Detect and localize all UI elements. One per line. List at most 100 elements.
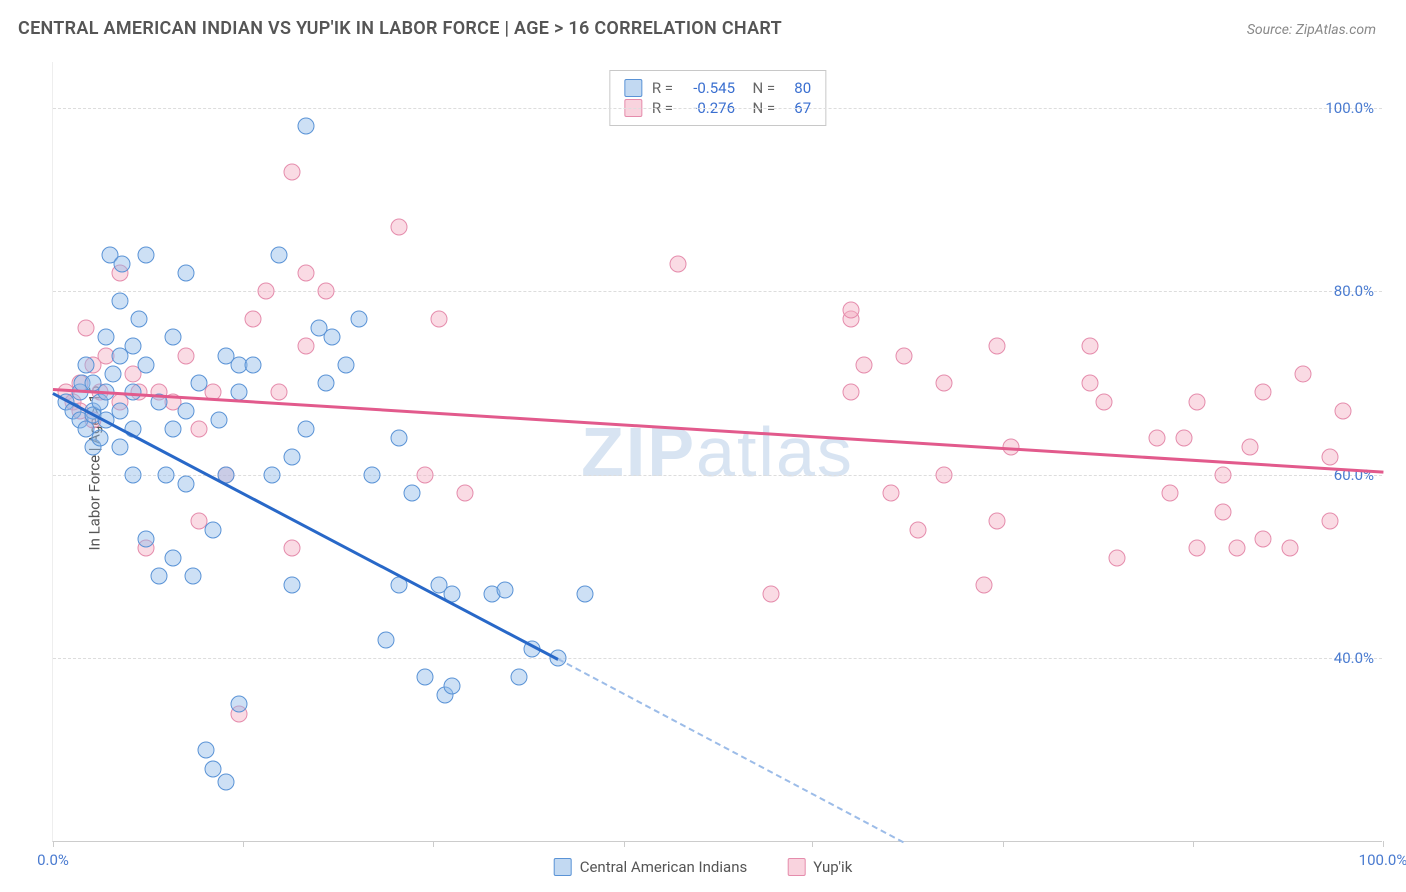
scatter-point-yupik [763,586,780,603]
trendline-cai-extrapolated [558,659,905,845]
scatter-point-yupik [284,540,301,557]
scatter-point-yupik [1281,540,1298,557]
scatter-point-cai [178,476,195,493]
scatter-point-cai [111,402,128,419]
n-label: N = [745,79,775,97]
scatter-point-yupik [976,577,993,594]
scatter-point-cai [178,402,195,419]
scatter-point-cai [104,366,121,383]
chart-title: CENTRAL AMERICAN INDIAN VS YUP'IK IN LAB… [18,18,782,39]
scatter-point-yupik [1082,338,1099,355]
scatter-point-yupik [1148,430,1165,447]
scatter-point-yupik [670,255,687,272]
scatter-point-yupik [430,310,447,327]
gridline [53,475,1382,476]
scatter-point-cai [114,255,131,272]
scatter-point-cai [577,586,594,603]
scatter-point-yupik [1175,430,1192,447]
x-tick [1383,841,1384,847]
scatter-point-cai [111,292,128,309]
scatter-point-yupik [989,338,1006,355]
x-tick-label: 0.0% [37,851,69,869]
scatter-point-cai [151,567,168,584]
y-tick-label: 40.0% [1334,649,1374,667]
scatter-point-cai [417,668,434,685]
stats-row: R =-0.545 N =80 [624,79,811,97]
legend-label: Yup'ik [813,858,852,876]
x-tick [1193,841,1194,847]
scatter-point-cai [337,356,354,373]
scatter-point-cai [364,466,381,483]
watermark-rest: atlas [696,413,854,491]
scatter-point-cai [510,668,527,685]
scatter-point-cai [138,531,155,548]
scatter-point-cai [197,742,214,759]
scatter-point-yupik [1255,531,1272,548]
scatter-point-cai [211,411,228,428]
gridline [53,658,1382,659]
scatter-point-cai [131,310,148,327]
scatter-point-yupik [178,347,195,364]
scatter-point-cai [164,329,181,346]
plot-area: ZIPatlas R =-0.545 N =80R =-0.276 N =67 … [52,62,1382,842]
scatter-point-cai [164,549,181,566]
scatter-point-cai [244,356,261,373]
scatter-point-cai [78,356,95,373]
scatter-point-cai [138,246,155,263]
scatter-point-yupik [843,384,860,401]
scatter-point-cai [231,696,248,713]
scatter-point-yupik [989,512,1006,529]
scatter-point-yupik [1095,393,1112,410]
scatter-point-yupik [1321,448,1338,465]
scatter-point-yupik [1215,466,1232,483]
x-tick-label: 100.0% [1359,851,1406,869]
r-value: -0.545 [683,79,735,97]
x-tick [433,841,434,847]
scatter-point-yupik [1082,375,1099,392]
scatter-point-yupik [78,320,95,337]
scatter-point-yupik [1335,402,1352,419]
scatter-point-cai [124,338,141,355]
scatter-point-cai [350,310,367,327]
scatter-point-cai [271,246,288,263]
scatter-point-yupik [457,485,474,502]
scatter-point-yupik [1215,503,1232,520]
scatter-point-yupik [417,466,434,483]
scatter-point-cai [124,466,141,483]
scatter-point-yupik [1255,384,1272,401]
scatter-point-yupik [284,164,301,181]
chart-container: In Labor Force | Age > 16 ZIPatlas R =-0… [18,58,1388,878]
scatter-point-yupik [936,375,953,392]
n-value: 80 [785,79,811,97]
swatch-icon [787,858,805,876]
scatter-point-yupik [1188,393,1205,410]
scatter-point-cai [178,265,195,282]
scatter-point-yupik [909,522,926,539]
x-tick [243,841,244,847]
scatter-point-cai [164,421,181,438]
x-tick [812,841,813,847]
legend: Central American Indians Yup'ik [554,858,853,876]
scatter-point-yupik [271,384,288,401]
legend-label: Central American Indians [580,858,748,876]
legend-item: Yup'ik [787,858,852,876]
scatter-point-yupik [1109,549,1126,566]
scatter-point-yupik [297,265,314,282]
correlation-stats-box: R =-0.545 N =80R =-0.276 N =67 [609,70,826,126]
scatter-point-yupik [896,347,913,364]
scatter-point-yupik [244,310,261,327]
scatter-point-cai [444,678,461,695]
scatter-point-yupik [856,356,873,373]
scatter-point-cai [217,774,234,791]
scatter-point-yupik [882,485,899,502]
gridline [53,291,1382,292]
scatter-point-cai [377,632,394,649]
scatter-point-yupik [1295,366,1312,383]
scatter-point-yupik [317,283,334,300]
scatter-point-yupik [1242,439,1259,456]
scatter-point-yupik [843,301,860,318]
scatter-point-yupik [1162,485,1179,502]
scatter-point-yupik [1321,512,1338,529]
scatter-point-cai [324,329,341,346]
scatter-point-cai [297,118,314,135]
